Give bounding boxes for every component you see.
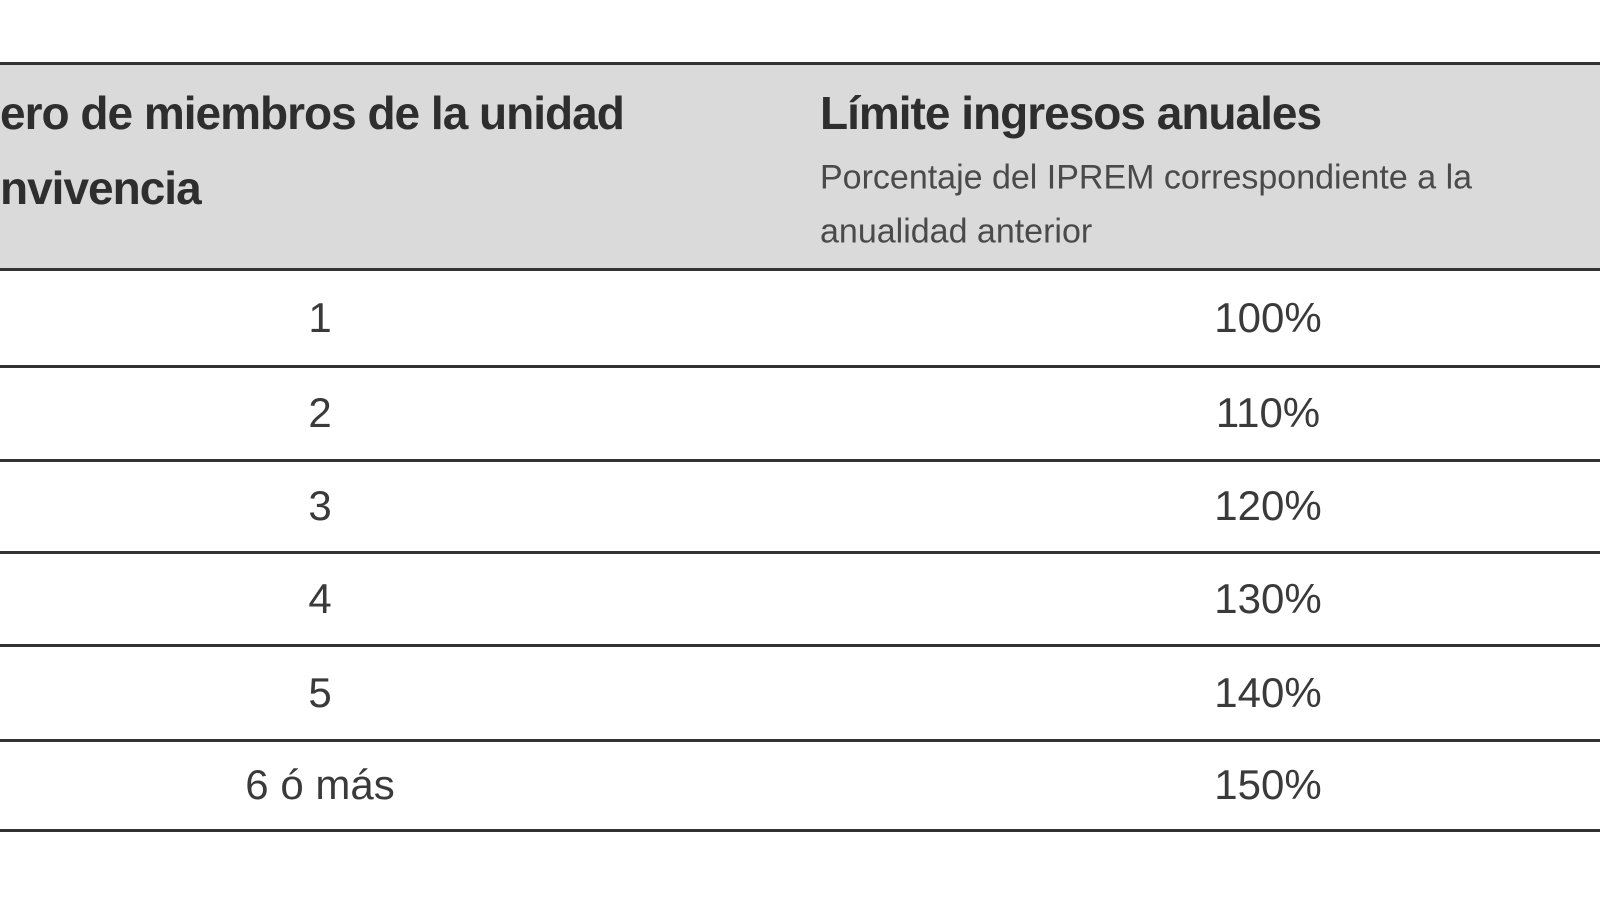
table-cell: 130%: [1214, 574, 1322, 622]
header-title: Límite ingresos anuales: [820, 87, 1322, 139]
row-rule: [0, 459, 1600, 462]
table-cell: 6 ó más: [245, 761, 395, 808]
row-rule: [0, 829, 1600, 832]
table-cell: 150%: [1214, 761, 1322, 808]
header-rule: [0, 268, 1600, 271]
row-rule: [0, 739, 1600, 742]
header-subtitle: Porcentaje del IPREM correspondiente a l…: [820, 158, 1473, 197]
table-cell: 110%: [1215, 389, 1321, 436]
header-background: [0, 64, 1600, 270]
table-cell: 1: [308, 294, 332, 341]
header-text: ero de miembros de la unidad: [0, 87, 625, 139]
table-cell: 100%: [1214, 294, 1322, 341]
table-cell: 3: [308, 482, 332, 529]
table-cell: 140%: [1214, 668, 1322, 716]
header-text: nvivencia: [0, 162, 202, 214]
table-cell: 5: [308, 668, 332, 716]
row-rule: [0, 365, 1600, 368]
row-rule: [0, 551, 1600, 554]
row-rule: [0, 644, 1600, 647]
table-cell: 4: [308, 574, 332, 622]
header-subtitle: anualidad anterior: [820, 212, 1093, 251]
table-cell: 120%: [1214, 482, 1322, 529]
top-rule: [0, 62, 1600, 65]
table-cell: 2: [308, 389, 332, 436]
